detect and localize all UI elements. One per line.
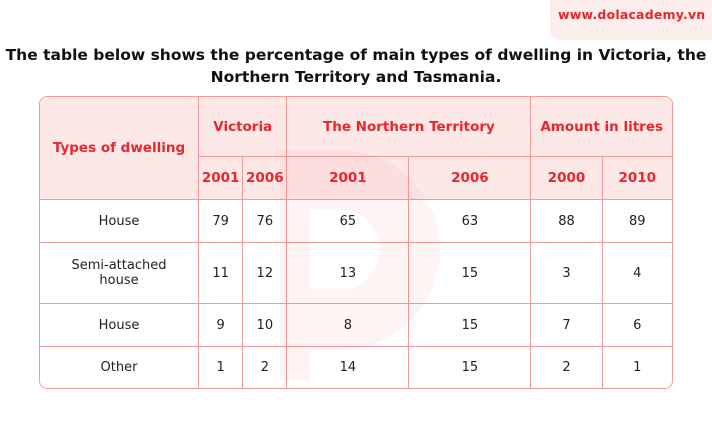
cell-value: 10: [243, 304, 288, 347]
row-label: House: [40, 200, 199, 243]
year-header: 2001: [199, 157, 244, 200]
cell-value: 8: [287, 304, 410, 347]
group-header: Amount in litres: [531, 97, 672, 157]
cell-value: 76: [243, 200, 288, 243]
brand-url: www.dolacademy.vn: [558, 7, 706, 22]
cell-value: 15: [409, 304, 532, 347]
cell-value: 89: [602, 200, 672, 243]
cell-value: 1: [199, 347, 244, 388]
cell-value: 6: [602, 304, 672, 347]
brand-badge: www.dolacademy.vn: [550, 0, 712, 40]
row-header: Types of dwelling: [40, 97, 199, 200]
row-label: Other: [40, 347, 199, 388]
table-row: House 79 76 65 63 88 89: [40, 200, 672, 243]
cell-value: 88: [531, 200, 603, 243]
cell-value: 79: [199, 200, 244, 243]
group-header: The Northern Territory: [287, 97, 532, 157]
cell-value: 2: [243, 347, 288, 388]
year-header: 2006: [409, 157, 532, 200]
table-row: Semi-attached house 11 12 13 15 3 4: [40, 243, 672, 304]
cell-value: 65: [287, 200, 410, 243]
page-title: The table below shows the percentage of …: [5, 46, 707, 86]
dwelling-table: Types of dwelling Victoria The Northern …: [39, 96, 673, 389]
group-header: Victoria: [199, 97, 288, 157]
table-row: Other 1 2 14 15 2 1: [40, 347, 672, 388]
cell-value: 15: [409, 347, 532, 388]
cell-value: 63: [409, 200, 532, 243]
table-row: House 9 10 8 15 7 6: [40, 304, 672, 347]
cell-value: 4: [602, 243, 672, 304]
cell-value: 1: [633, 360, 642, 375]
row-label: House: [40, 304, 199, 347]
year-header: 2010: [602, 157, 672, 200]
year-header: 2006: [243, 157, 288, 200]
cell-value: 11: [199, 243, 244, 304]
cell-value: 7: [531, 304, 603, 347]
cell-value: 9: [199, 304, 244, 347]
year-header: 2001: [287, 157, 410, 200]
row-label: Semi-attached house: [40, 243, 199, 304]
year-header: 2000: [531, 157, 603, 200]
cell-value: 3: [531, 243, 603, 304]
cell-value: 2: [531, 347, 603, 388]
cell-value: 15: [409, 243, 532, 304]
cell-value: 12: [243, 243, 288, 304]
cell-value: 14: [287, 347, 410, 388]
cell-value: 13: [287, 243, 410, 304]
